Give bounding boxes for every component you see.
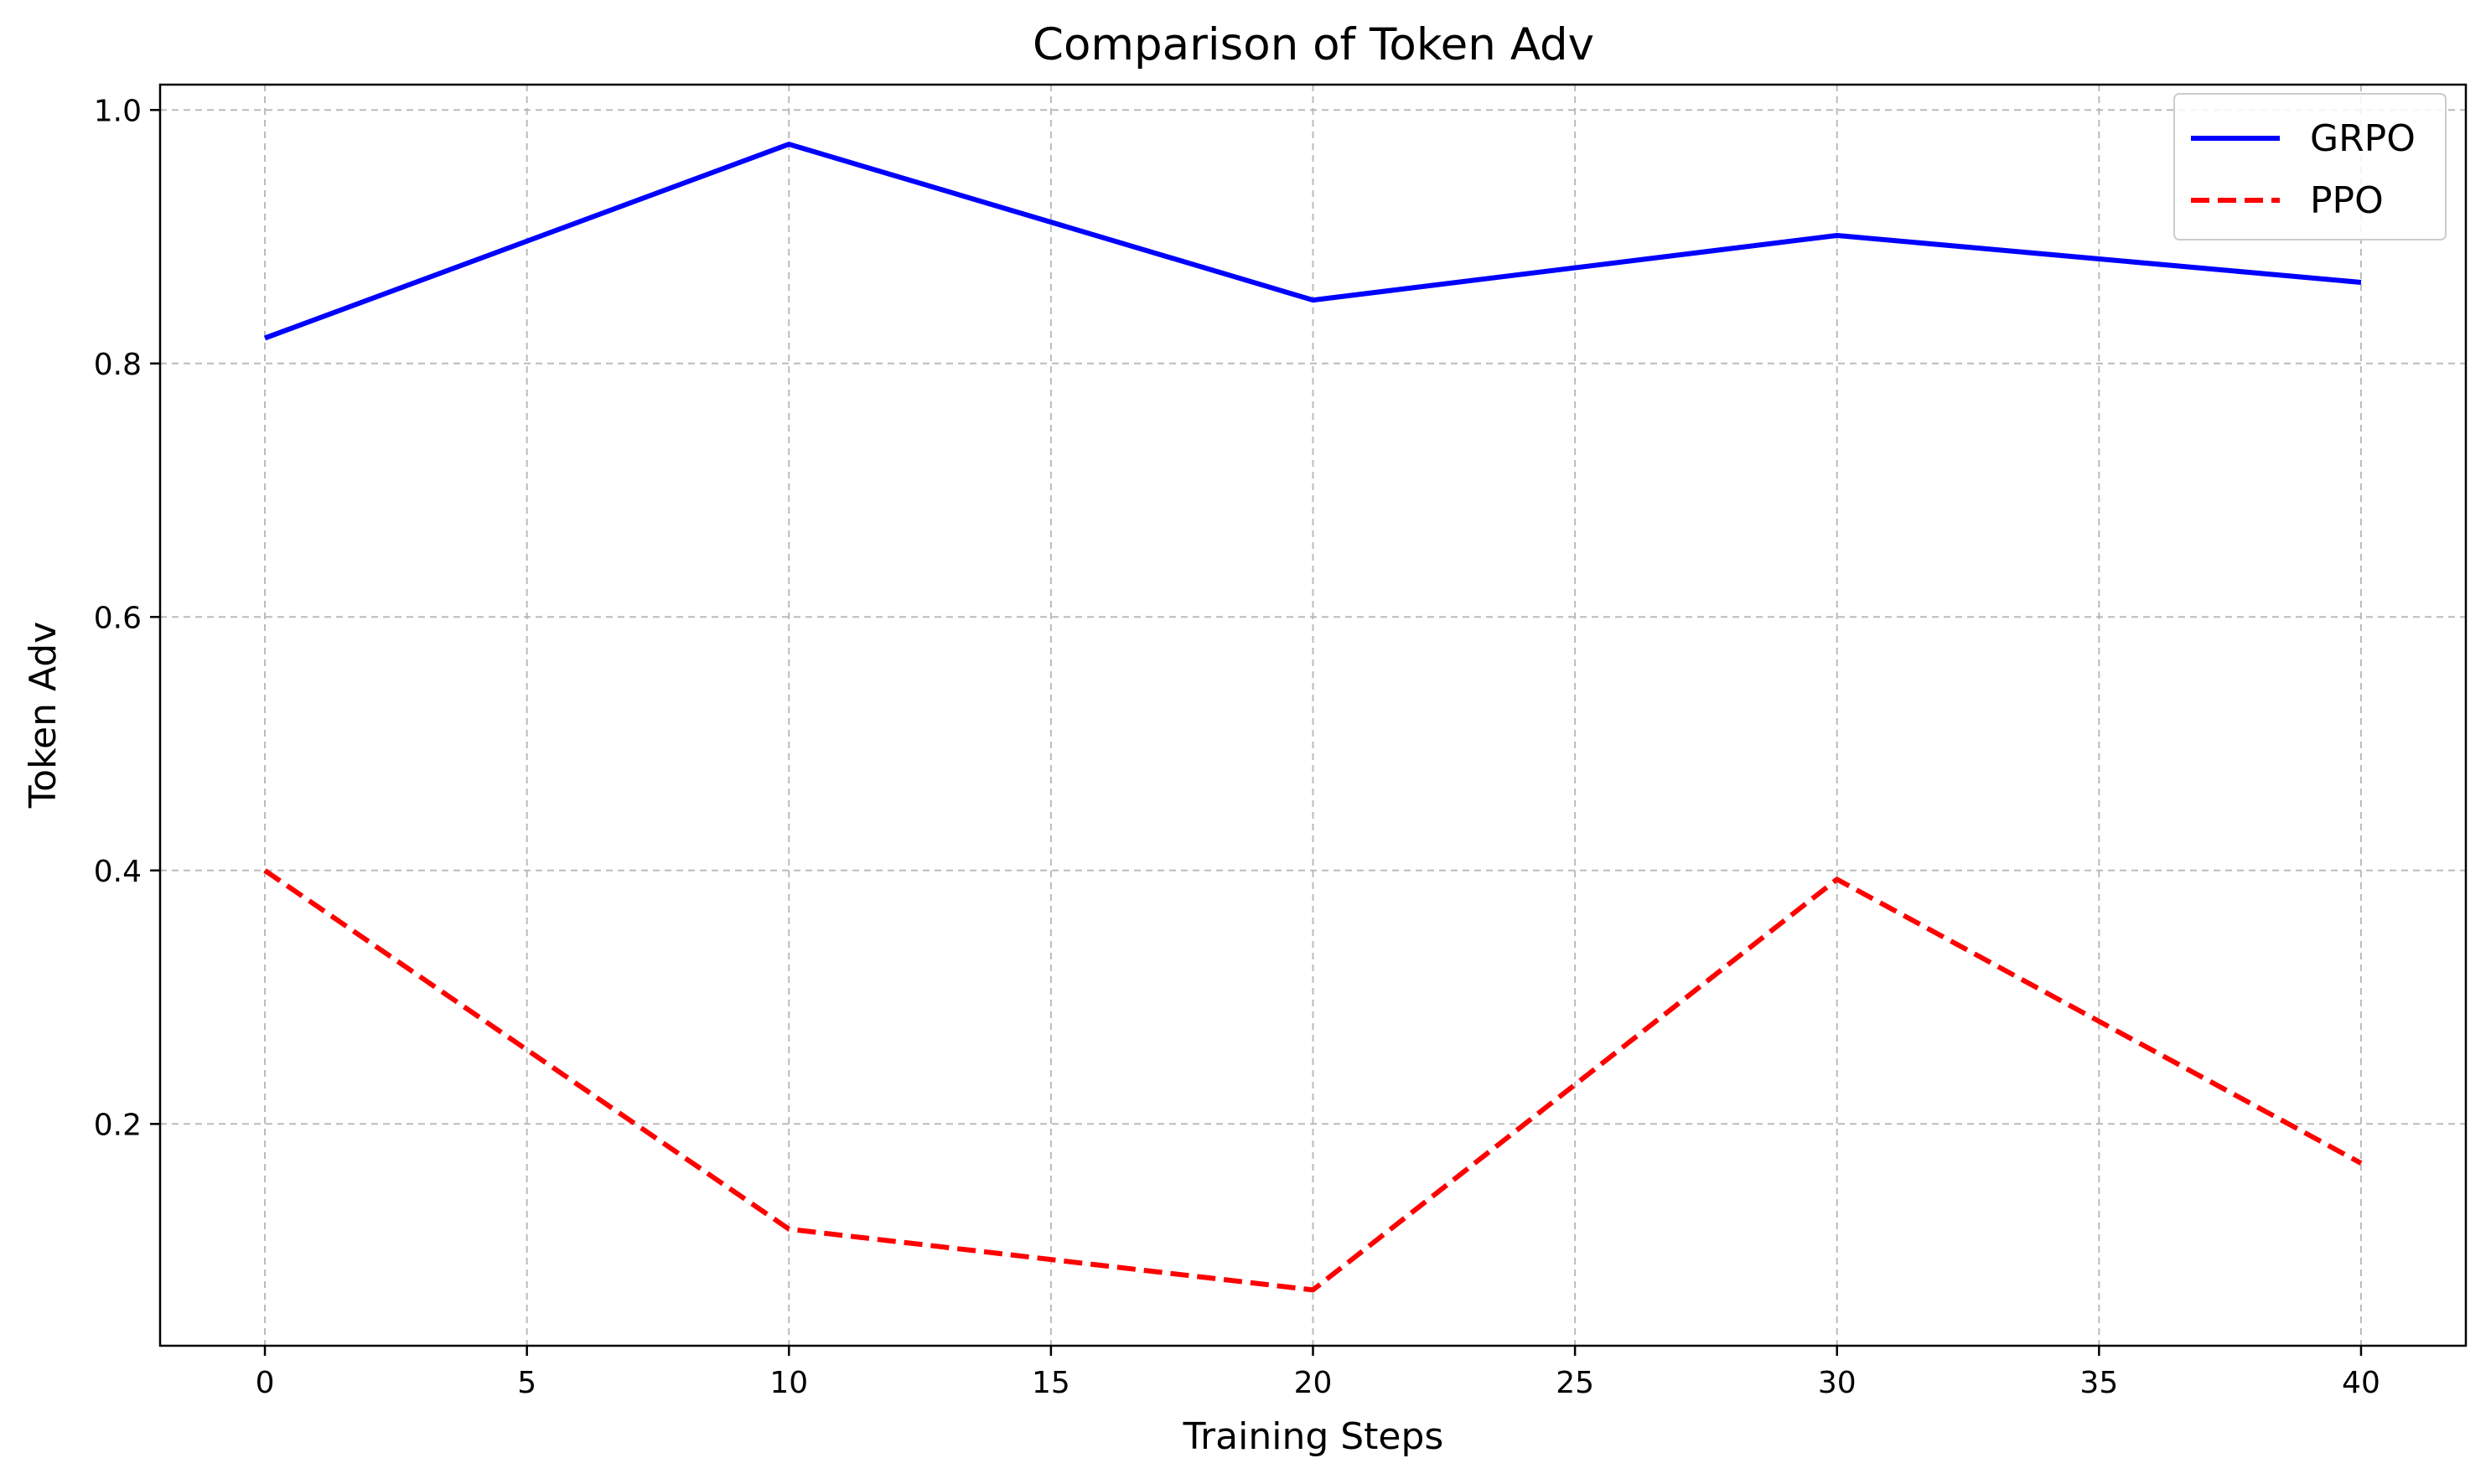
x-tick-label: 15 bbox=[1032, 1366, 1070, 1400]
chart-title: Comparison of Token Adv bbox=[1033, 19, 1594, 70]
data-series bbox=[263, 142, 2363, 1293]
x-tick-label: 30 bbox=[1818, 1366, 1857, 1400]
legend-label-grpo: GRPO bbox=[2310, 117, 2416, 160]
series-line-grpo bbox=[263, 142, 2362, 341]
x-tick-label: 10 bbox=[769, 1366, 808, 1400]
x-axis-label: Training Steps bbox=[1183, 1415, 1444, 1458]
y-tick-label: 0.4 bbox=[94, 855, 142, 889]
x-axis-ticks: 0 5 10 15 20 25 30 35 40 bbox=[256, 1346, 2380, 1400]
x-tick-label: 5 bbox=[517, 1366, 536, 1400]
y-tick-label: 0.2 bbox=[94, 1108, 142, 1142]
legend: GRPO PPO bbox=[2173, 93, 2447, 240]
y-axis-label: Token Adv bbox=[22, 622, 65, 809]
x-tick-label: 35 bbox=[2079, 1366, 2118, 1400]
legend-box bbox=[2173, 93, 2447, 240]
legend-label-ppo: PPO bbox=[2310, 179, 2384, 222]
y-tick-label: 0.8 bbox=[94, 348, 142, 382]
x-tick-label: 0 bbox=[256, 1366, 275, 1400]
series-line-ppo bbox=[263, 868, 2363, 1293]
y-tick-label: 0.6 bbox=[94, 601, 142, 635]
y-tick-label: 1.0 bbox=[94, 94, 142, 128]
grid-lines bbox=[160, 85, 2466, 1346]
x-tick-label: 40 bbox=[2342, 1366, 2380, 1400]
y-axis-ticks: 0.2 0.4 0.6 0.8 1.0 bbox=[94, 94, 160, 1142]
x-tick-label: 25 bbox=[1556, 1366, 1594, 1400]
x-tick-label: 20 bbox=[1294, 1366, 1333, 1400]
